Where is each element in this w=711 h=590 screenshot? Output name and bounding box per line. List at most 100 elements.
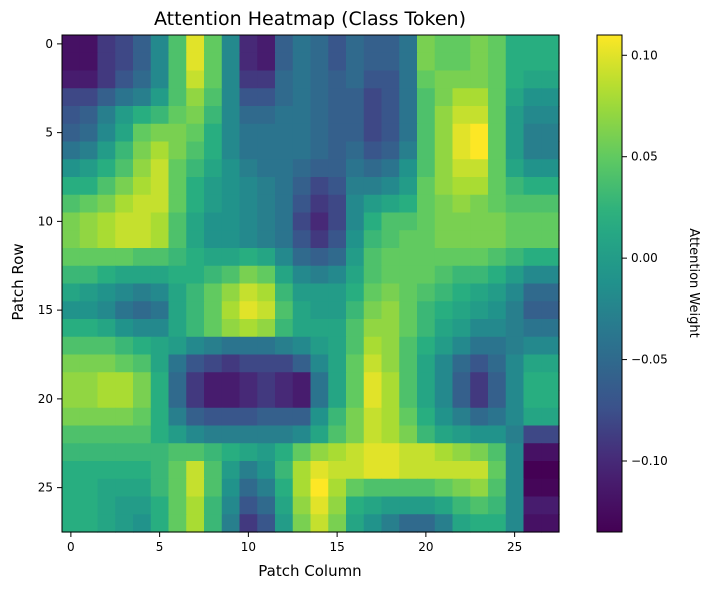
heatmap-cell	[399, 425, 418, 444]
heatmap-cell	[275, 159, 294, 178]
heatmap-cell	[346, 514, 365, 533]
heatmap-cell	[346, 141, 365, 160]
heatmap-cell	[505, 443, 525, 462]
heatmap-cell	[505, 301, 525, 320]
heatmap-cell	[150, 319, 170, 338]
heatmap-cell	[399, 52, 418, 72]
heatmap-cell	[221, 390, 241, 409]
heatmap-cell	[505, 123, 525, 143]
heatmap-cell	[186, 88, 205, 107]
heatmap-cell	[168, 301, 187, 320]
heatmap-cell	[452, 496, 471, 515]
heatmap-cell	[417, 478, 436, 498]
heatmap-cell	[115, 301, 134, 320]
heatmap-cell	[221, 123, 241, 143]
heatmap-cell	[115, 265, 134, 285]
heatmap-cell	[541, 194, 560, 214]
heatmap-cell	[417, 194, 436, 214]
heatmap-cell	[363, 336, 383, 356]
heatmap-cell	[168, 407, 187, 427]
heatmap-cell	[310, 123, 329, 143]
heatmap-cell	[328, 230, 347, 249]
heatmap-cell	[452, 461, 471, 480]
heatmap-cell	[328, 461, 347, 480]
heatmap-cell	[399, 336, 418, 356]
heatmap-cell	[62, 52, 81, 72]
heatmap-cell	[97, 496, 116, 515]
heatmap-cell	[381, 372, 400, 391]
heatmap-cell	[221, 514, 241, 533]
heatmap-cell	[523, 425, 542, 444]
heatmap-cell	[204, 159, 223, 178]
heatmap-cell	[292, 461, 312, 480]
heatmap-cell	[133, 319, 152, 338]
heatmap-cell	[310, 35, 329, 54]
heatmap-cell	[541, 496, 560, 515]
x-tick-label: 20	[418, 540, 433, 554]
heatmap-cell	[399, 461, 418, 480]
heatmap-cell	[204, 478, 223, 498]
heatmap-cell	[523, 514, 542, 533]
heatmap-cell	[275, 230, 294, 249]
heatmap-cell	[257, 141, 276, 160]
heatmap-cell	[399, 478, 418, 498]
heatmap-cell	[133, 35, 152, 54]
heatmap-cell	[488, 70, 507, 89]
heatmap-cell	[381, 425, 400, 444]
heatmap-cell	[239, 336, 258, 356]
heatmap-cell	[239, 123, 258, 143]
y-tick-label: 5	[45, 126, 53, 140]
heatmap-cell	[168, 514, 187, 533]
heatmap-cell	[62, 141, 81, 160]
heatmap-cell	[488, 354, 507, 373]
heatmap-cell	[133, 461, 152, 480]
heatmap-cell	[328, 354, 347, 373]
heatmap-cell	[257, 265, 276, 285]
heatmap-cell	[523, 230, 542, 249]
heatmap-cell	[168, 496, 187, 515]
heatmap-cell	[239, 514, 258, 533]
heatmap-cell	[239, 496, 258, 515]
heatmap-cell	[541, 390, 560, 409]
heatmap-cell	[97, 461, 116, 480]
heatmap-cell	[417, 390, 436, 409]
heatmap-cell	[150, 496, 170, 515]
heatmap-cell	[292, 248, 312, 267]
heatmap-cell	[62, 372, 81, 391]
heatmap-cell	[310, 319, 329, 338]
heatmap-cell	[97, 514, 116, 533]
heatmap-cells	[62, 35, 560, 533]
heatmap-cell	[204, 336, 223, 356]
heatmap-cell	[381, 496, 400, 515]
heatmap-cell	[62, 514, 81, 533]
heatmap-cell	[399, 230, 418, 249]
heatmap-cell	[470, 461, 489, 480]
heatmap-cell	[150, 123, 170, 143]
heatmap-cell	[452, 159, 471, 178]
heatmap-cell	[399, 372, 418, 391]
heatmap-cell	[488, 301, 507, 320]
heatmap-cell	[417, 283, 436, 302]
heatmap-cell	[505, 52, 525, 72]
heatmap-cell	[523, 141, 542, 160]
heatmap-cell	[168, 319, 187, 338]
heatmap-cell	[505, 283, 525, 302]
heatmap-cell	[452, 407, 471, 427]
heatmap-cell	[115, 443, 134, 462]
heatmap-cell	[221, 106, 241, 125]
heatmap-cell	[97, 88, 116, 107]
heatmap-cell	[381, 123, 400, 143]
heatmap-cell	[150, 354, 170, 373]
heatmap-cell	[79, 248, 99, 267]
x-axis-ticks: 0 5 10 15 20 25	[67, 532, 522, 554]
heatmap-cell	[239, 248, 258, 267]
heatmap-cell	[417, 319, 436, 338]
heatmap-cell	[79, 336, 99, 356]
heatmap-cell	[523, 407, 542, 427]
heatmap-cell	[97, 425, 116, 444]
heatmap-cell	[204, 88, 223, 107]
heatmap-cell	[328, 478, 347, 498]
heatmap-cell	[239, 372, 258, 391]
heatmap-cell	[97, 159, 116, 178]
heatmap-cell	[79, 123, 99, 143]
